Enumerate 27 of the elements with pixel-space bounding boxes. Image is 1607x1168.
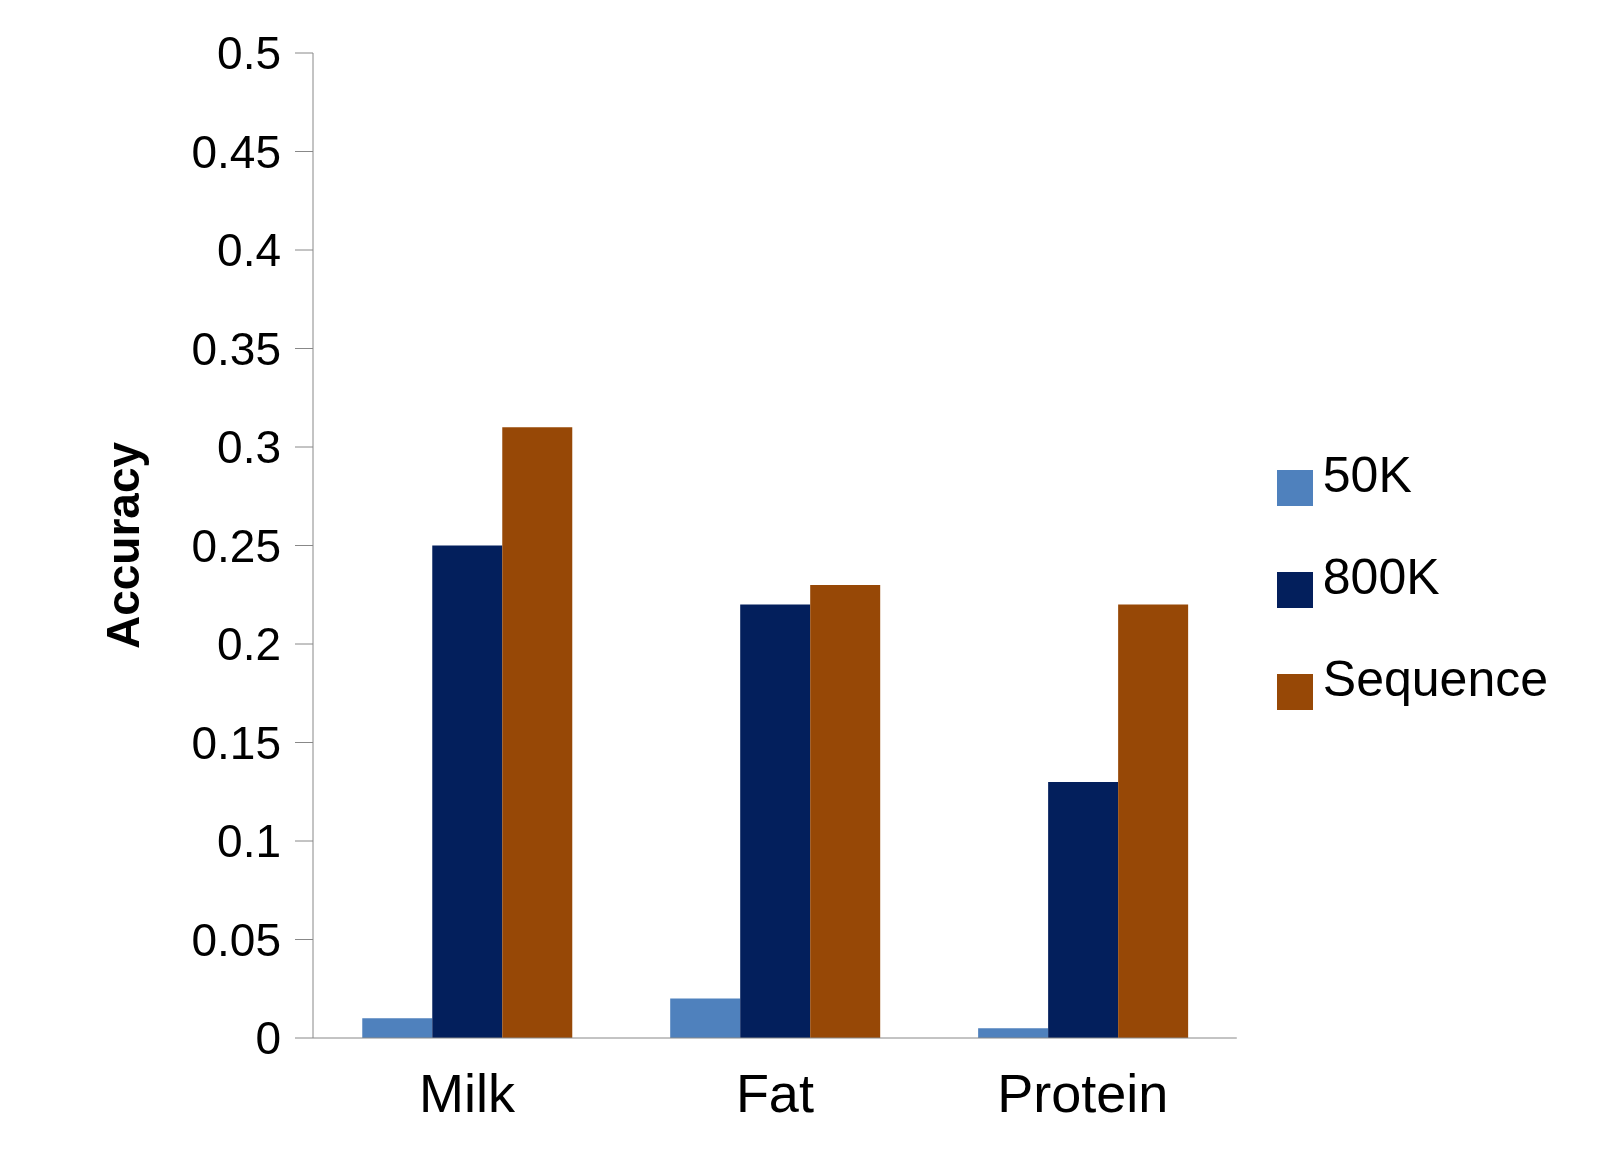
bar — [670, 998, 741, 1038]
x-tick-label: Milk — [418, 1063, 516, 1124]
legend-label: 800K — [1322, 549, 1440, 605]
y-tick-label: 0.35 — [191, 322, 281, 375]
y-tick-label: 0.3 — [217, 421, 281, 474]
bar — [978, 1028, 1049, 1038]
bar — [1118, 604, 1189, 1038]
y-tick-label: 0.2 — [217, 618, 281, 671]
bar — [740, 604, 811, 1038]
y-tick-label: 0.45 — [191, 125, 281, 178]
bar — [502, 427, 573, 1038]
y-tick-label: 0.25 — [191, 519, 281, 572]
y-tick-label: 0 — [255, 1012, 281, 1065]
y-tick-label: 0.1 — [217, 815, 281, 868]
bar — [810, 584, 881, 1038]
bar — [1048, 781, 1119, 1038]
y-tick-label: 0.15 — [191, 716, 281, 769]
x-tick-label: Fat — [735, 1063, 814, 1124]
y-tick-label: 0.4 — [217, 224, 281, 277]
y-tick-label: 0.05 — [191, 913, 281, 966]
bar — [432, 545, 503, 1038]
bar — [362, 1018, 433, 1038]
y-tick-label: 0.5 — [217, 27, 281, 80]
legend-label: 50K — [1322, 447, 1412, 503]
x-tick-label: Protein — [997, 1063, 1169, 1124]
legend-label: Sequence — [1322, 651, 1548, 707]
y-axis-title: Accuracy — [97, 441, 150, 650]
